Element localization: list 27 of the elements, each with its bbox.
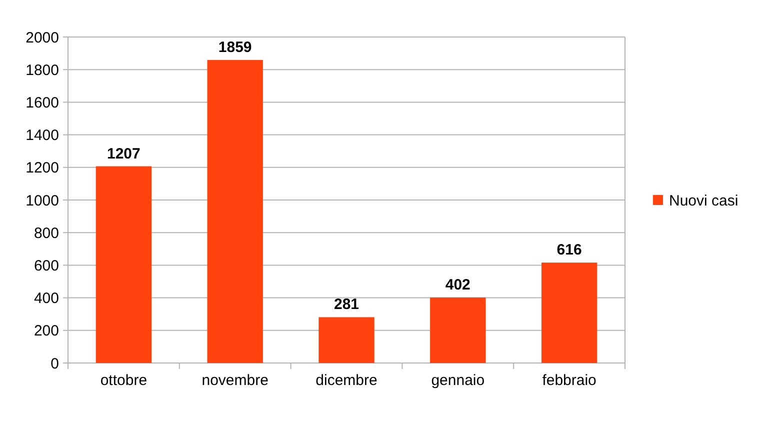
bar (318, 317, 374, 363)
bar (541, 262, 598, 363)
y-tick-label: 800 (34, 224, 59, 242)
x-tick-label: febbraio (542, 372, 596, 389)
data-label: 1207 (107, 145, 140, 162)
x-tick-label: novembre (202, 372, 268, 389)
y-tick-label: 1200 (26, 160, 59, 177)
data-label: 616 (556, 242, 582, 259)
y-tick-label: 200 (34, 322, 59, 340)
bar (96, 166, 152, 363)
bar (207, 60, 263, 363)
data-label: 1859 (218, 38, 252, 56)
bar (430, 297, 486, 363)
y-tick-label: 1000 (26, 192, 59, 210)
x-tick-label: gennaio (431, 372, 485, 389)
legend-label: Nuovi casi (669, 192, 738, 210)
y-tick-label: 600 (34, 257, 59, 274)
data-label: 281 (334, 296, 360, 314)
y-tick-label: 1800 (26, 62, 59, 79)
y-tick-label: 0 (50, 355, 59, 372)
y-tick-label: 400 (34, 290, 59, 308)
y-tick-label: 1600 (26, 94, 59, 112)
y-tick-label: 2000 (26, 29, 59, 46)
x-tick-label: ottobre (100, 372, 148, 389)
data-label: 402 (445, 276, 470, 294)
y-tick-label: 1400 (26, 127, 59, 144)
x-tick-label: dicembre (316, 372, 378, 389)
